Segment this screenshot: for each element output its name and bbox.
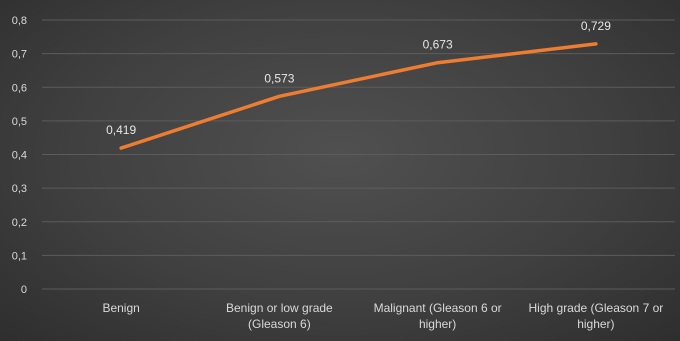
x-category-label-1-line-1: (Gleason 6) — [248, 317, 311, 331]
data-label-2: 0,673 — [423, 38, 453, 52]
data-point-2 — [436, 61, 440, 65]
y-tick-label-3: 0,3 — [12, 183, 27, 195]
y-tick-label-4: 0,4 — [12, 150, 27, 162]
data-point-3 — [594, 42, 598, 46]
y-tick-label-8: 0,8 — [12, 15, 27, 27]
x-category-label-3: High grade (Gleason 7 or — [529, 301, 664, 315]
x-category-label-1: Benign or low grade — [226, 301, 333, 315]
x-category-label-2: Malignant (Gleason 6 or — [374, 301, 502, 315]
y-tick-label-7: 0,7 — [12, 49, 27, 61]
x-category-label-3-line-1: higher) — [577, 317, 614, 331]
y-tick-label-0: 0 — [21, 284, 27, 296]
data-point-0 — [119, 146, 123, 150]
series-line-0 — [119, 42, 598, 150]
data-label-3: 0,729 — [581, 19, 611, 33]
x-category-label-2-line-1: higher) — [419, 317, 456, 331]
data-point-1 — [277, 94, 281, 98]
data-label-1: 0,573 — [264, 71, 294, 85]
y-tick-label-5: 0,5 — [12, 116, 27, 128]
y-tick-label-2: 0,2 — [12, 217, 27, 229]
y-tick-label-1: 0,1 — [12, 250, 27, 262]
x-category-label-0: Benign — [102, 301, 139, 315]
y-tick-label-6: 0,6 — [12, 82, 27, 94]
data-label-0: 0,419 — [106, 123, 136, 137]
